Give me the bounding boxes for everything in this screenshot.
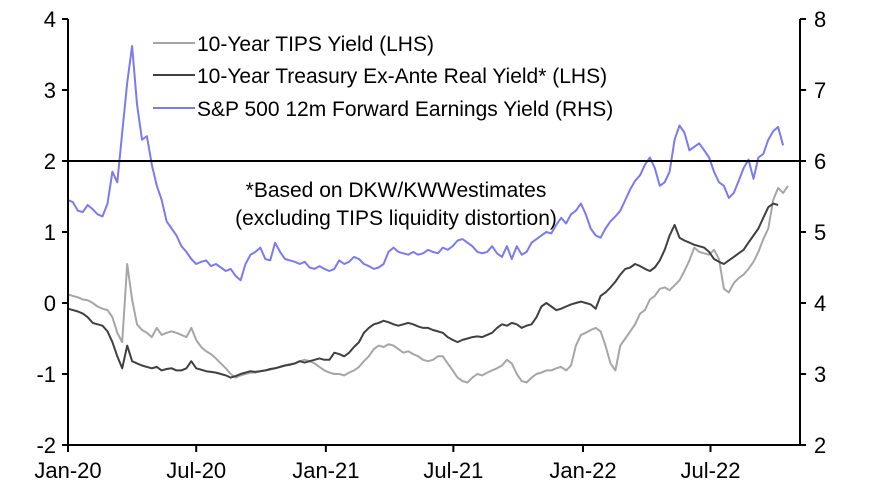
- left-tick-label: 3: [44, 78, 56, 103]
- x-tick-label: Jan-20: [34, 458, 101, 483]
- right-tick-label: 3: [814, 362, 826, 387]
- series-tips-yield: [67, 185, 789, 384]
- series-ex-ante-real-yield: [67, 202, 779, 379]
- legend-item-sp500: S&P 500 12m Forward Earnings Yield (RHS): [153, 98, 613, 121]
- x-tick-label: Jan-21: [292, 458, 359, 483]
- right-tick-label: 2: [814, 433, 826, 458]
- left-tick-label: 2: [44, 149, 56, 174]
- annotation-line-1: *Based on DKW/KWWestimates: [246, 179, 547, 202]
- series-sp500-earnings-yield-line: [67, 45, 785, 282]
- x-tick-label: Jul-20: [166, 458, 226, 483]
- right-tick-label: 6: [814, 149, 826, 174]
- legend-item-ex-ante: 10-Year Treasury Ex-Ante Real Yield* (LH…: [153, 65, 607, 88]
- legend-label-tips: 10-Year TIPS Yield (LHS): [197, 33, 434, 56]
- x-tick-label: Jul-22: [681, 458, 741, 483]
- x-tick-label: Jan-22: [549, 458, 616, 483]
- left-y-ticks: -2 -1 0 1 2 3 4: [36, 7, 68, 458]
- series-sp500-earnings-yield: [67, 45, 785, 282]
- right-y-ticks: 2 3 4 5 6 7 8: [800, 7, 826, 458]
- legend: 10-Year TIPS Yield (LHS) 10-Year Treasur…: [153, 33, 613, 121]
- right-tick-label: 5: [814, 220, 826, 245]
- left-tick-label: 0: [44, 291, 56, 316]
- x-tick-label: Jul-21: [423, 458, 483, 483]
- x-ticks: Jan-20 Jul-20 Jan-21 Jul-21 Jan-22 Jul-22: [34, 445, 740, 483]
- right-tick-label: 4: [814, 291, 826, 316]
- right-tick-label: 7: [814, 78, 826, 103]
- left-tick-label: 4: [44, 7, 56, 32]
- series-layer: [67, 45, 789, 384]
- left-tick-label: 1: [44, 220, 56, 245]
- left-tick-label: -1: [36, 362, 56, 387]
- annotation-line-2: (excluding TIPS liquidity distortion): [235, 207, 557, 230]
- left-tick-label: -2: [36, 433, 56, 458]
- legend-label-sp500: S&P 500 12m Forward Earnings Yield (RHS): [197, 98, 613, 121]
- legend-item-tips: 10-Year TIPS Yield (LHS): [153, 33, 434, 56]
- right-tick-label: 8: [814, 7, 826, 32]
- legend-label-ex-ante: 10-Year Treasury Ex-Ante Real Yield* (LH…: [197, 65, 607, 88]
